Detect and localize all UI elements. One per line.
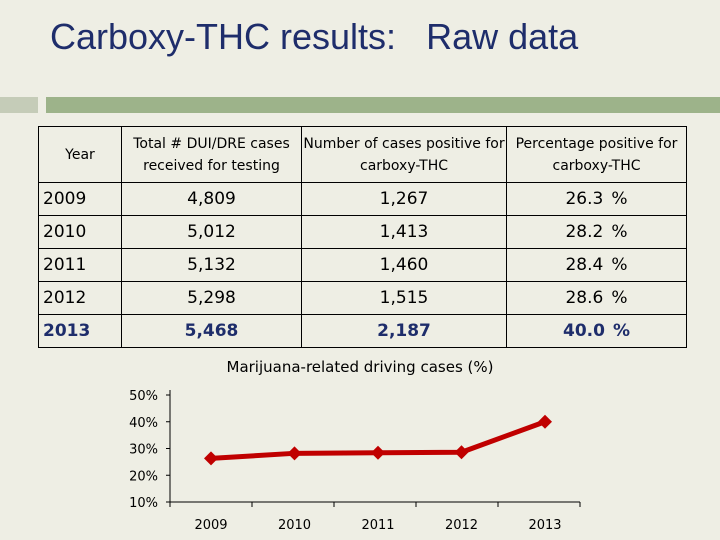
cell-positive: 2,187: [301, 314, 507, 348]
x-tick-label: 2011: [361, 518, 394, 533]
y-tick-label: 30%: [129, 443, 158, 458]
cell-percentage: 40.0%: [506, 314, 687, 348]
chart-title: Marijuana-related driving cases (%): [226, 358, 494, 376]
pct-unit: %: [611, 288, 628, 308]
pct-value: 28.2: [565, 222, 604, 242]
data-point-marker: [454, 445, 469, 460]
table-header-row: Year Total # DUI/DRE cases received for …: [38, 126, 687, 183]
page-title: Carboxy-THC results: Raw data: [50, 16, 579, 57]
series-markers: [204, 414, 552, 466]
y-axis-ticks: 50% 40% 30% 20% 10%: [129, 389, 170, 511]
y-tick-label: 50%: [129, 389, 158, 404]
x-axis-ticks: 2009 2010 2011 2012 2013: [169, 502, 581, 533]
pct-value: 28.6: [565, 288, 604, 308]
data-point-marker: [204, 451, 218, 466]
pct-unit: %: [611, 189, 628, 209]
pct-unit: %: [611, 222, 628, 242]
pct-value: 26.3: [565, 189, 604, 209]
x-tick-label: 2013: [528, 518, 561, 533]
pct-value: 28.4: [565, 255, 604, 275]
header-percentage: Percentage positive for carboxy-THC: [506, 126, 687, 183]
cell-positive: 1,267: [301, 182, 507, 216]
table-row: 2012 5,298 1,515 28.6%: [38, 281, 687, 315]
y-tick-label: 10%: [129, 496, 158, 511]
cell-year: 2013: [38, 314, 122, 348]
cell-total: 5,468: [121, 314, 302, 348]
table-row: 2009 4,809 1,267 26.3%: [38, 182, 687, 216]
cell-year: 2012: [38, 281, 122, 315]
data-point-marker: [371, 445, 385, 460]
decorative-bar-green: [46, 97, 720, 113]
x-tick-label: 2009: [194, 518, 227, 533]
pct-unit: %: [611, 255, 628, 275]
cell-total: 5,132: [121, 248, 302, 282]
table-row: 2011 5,132 1,460 28.4%: [38, 248, 687, 282]
pct-unit: %: [612, 321, 630, 341]
header-year: Year: [38, 126, 122, 183]
cell-total: 4,809: [121, 182, 302, 216]
x-tick-label: 2012: [445, 518, 478, 533]
cell-year: 2010: [38, 215, 122, 249]
pct-value: 40.0: [563, 321, 605, 341]
cell-total: 5,298: [121, 281, 302, 315]
y-tick-label: 40%: [129, 416, 158, 431]
data-point-marker: [538, 414, 552, 429]
header-positive: Number of cases positive for carboxy-THC: [301, 126, 507, 183]
cell-percentage: 28.4%: [506, 248, 687, 282]
decorative-bar-grey: [0, 97, 38, 113]
table-row-highlight: 2013 5,468 2,187 40.0%: [38, 314, 687, 348]
results-table: Year Total # DUI/DRE cases received for …: [38, 126, 687, 348]
table-row: 2010 5,012 1,413 28.2%: [38, 215, 687, 249]
y-tick-label: 20%: [129, 469, 158, 484]
cell-year: 2011: [38, 248, 122, 282]
x-tick-label: 2010: [278, 518, 311, 533]
header-total: Total # DUI/DRE cases received for testi…: [121, 126, 302, 183]
data-point-marker: [287, 446, 302, 461]
